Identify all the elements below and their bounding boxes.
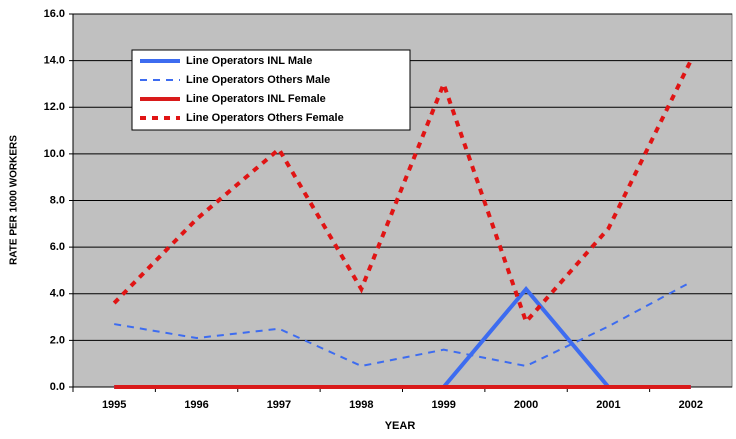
- x-tick-label: 2000: [514, 399, 538, 411]
- y-tick-label: 12.0: [44, 101, 65, 113]
- y-tick-label: 4.0: [50, 288, 65, 300]
- x-tick-label: 1998: [349, 399, 373, 411]
- x-tick-label: 2002: [679, 399, 703, 411]
- legend-label: Line Operators Others Female: [186, 112, 344, 124]
- x-tick-label: 1995: [102, 399, 126, 411]
- legend-box: [131, 49, 411, 131]
- x-tick-label: 1999: [431, 399, 455, 411]
- y-tick-label: 6.0: [50, 241, 65, 253]
- x-axis-label: YEAR: [385, 420, 416, 432]
- x-tick-label: 1997: [267, 399, 291, 411]
- y-tick-label: 16.0: [44, 8, 65, 20]
- y-axis-label: RATE PER 1000 WORKERS: [9, 135, 20, 265]
- series-line: [112, 59, 693, 326]
- x-tick-label: 2001: [596, 399, 620, 411]
- y-tick-label: 14.0: [44, 55, 65, 67]
- legend-label: Line Operators INL Female: [186, 93, 326, 105]
- y-tick-label: 10.0: [44, 148, 65, 160]
- y-tick-label: 8.0: [50, 194, 65, 206]
- y-tick-label: 0.0: [50, 381, 65, 393]
- y-tick-label: 2.0: [50, 334, 65, 346]
- x-tick-label: 1996: [184, 399, 208, 411]
- series-line: [114, 281, 692, 368]
- legend-label: Line Operators Others Male: [186, 74, 330, 86]
- legend-label: Line Operators INL Male: [186, 55, 312, 67]
